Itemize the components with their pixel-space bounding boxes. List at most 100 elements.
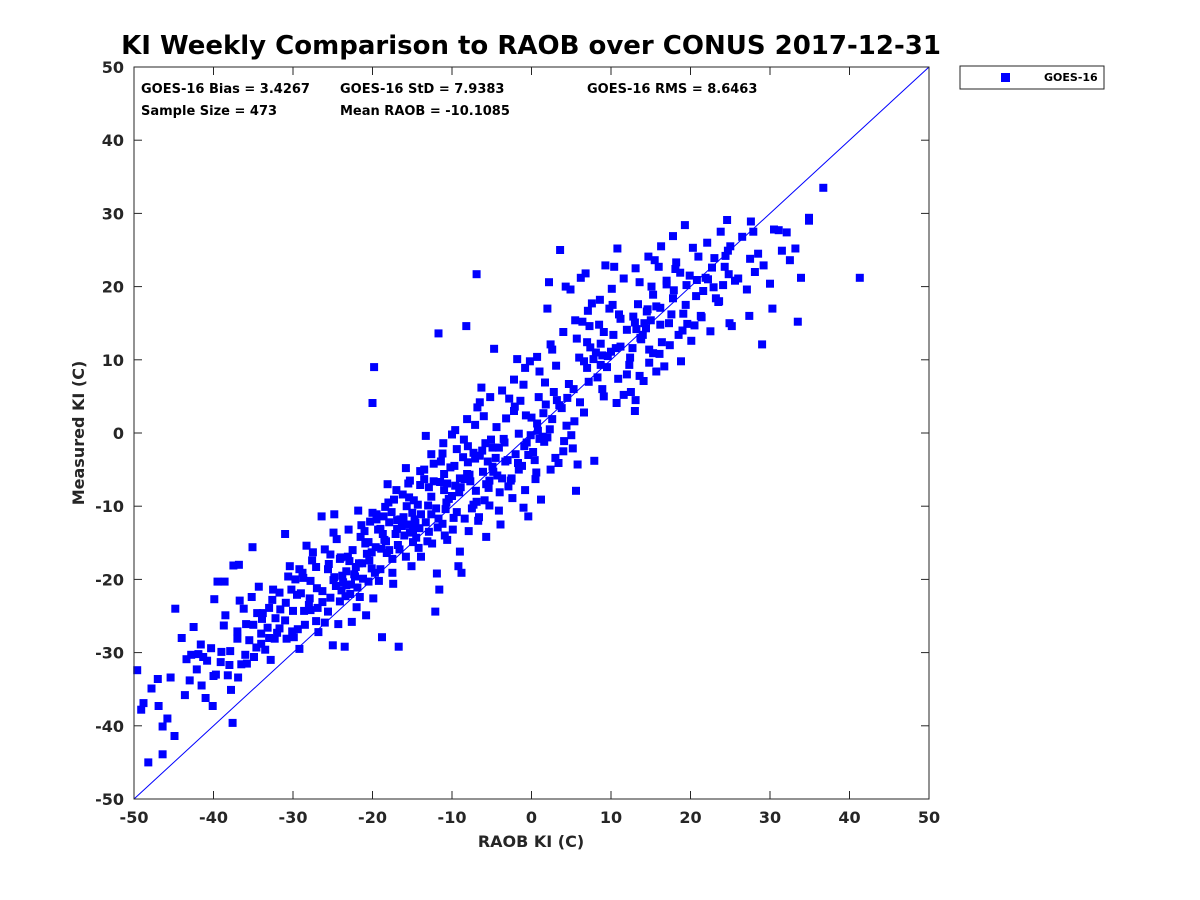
- data-point: [452, 508, 461, 517]
- data-point: [229, 561, 238, 570]
- data-point: [436, 457, 445, 466]
- data-point: [367, 548, 376, 557]
- data-point: [308, 556, 317, 565]
- data-point: [530, 456, 539, 465]
- data-point: [442, 498, 451, 507]
- data-point: [715, 297, 724, 306]
- data-point: [797, 273, 805, 282]
- data-point: [681, 300, 690, 309]
- data-point: [306, 576, 315, 585]
- data-point: [649, 349, 658, 358]
- x-tick-label: 0: [526, 808, 537, 827]
- data-point: [599, 392, 608, 401]
- data-point: [578, 317, 587, 326]
- data-point: [472, 270, 481, 279]
- data-point: [234, 673, 243, 682]
- data-point: [625, 360, 634, 369]
- data-point: [295, 565, 304, 574]
- data-point: [599, 328, 608, 336]
- data-point: [546, 340, 555, 349]
- data-point: [692, 292, 701, 301]
- data-point: [137, 705, 146, 714]
- data-point: [750, 268, 759, 276]
- data-point: [407, 562, 416, 571]
- data-point: [433, 523, 442, 532]
- data-point: [376, 565, 385, 574]
- data-point: [308, 548, 317, 557]
- data-point: [391, 530, 400, 538]
- data-point: [475, 451, 484, 460]
- data-point: [226, 647, 235, 656]
- data-point: [421, 431, 430, 440]
- data-point: [350, 570, 359, 579]
- data-point: [324, 565, 332, 574]
- data-point: [368, 508, 377, 517]
- data-point: [492, 423, 501, 432]
- data-point: [563, 393, 572, 402]
- data-point: [432, 569, 441, 578]
- data-point: [377, 544, 386, 553]
- data-point: [254, 582, 263, 591]
- data-point: [782, 228, 791, 237]
- data-point: [463, 415, 472, 424]
- stat-bias: GOES-16 Bias = 3.4267: [141, 82, 310, 97]
- data-point: [619, 390, 628, 399]
- data-point: [440, 531, 449, 540]
- y-tick-label: -50: [95, 790, 124, 809]
- data-point: [289, 606, 297, 615]
- data-point: [532, 468, 541, 477]
- data-point: [616, 314, 625, 323]
- data-point: [498, 386, 507, 395]
- y-tick-label: 30: [102, 204, 124, 223]
- data-point: [456, 483, 465, 492]
- data-point: [646, 316, 655, 325]
- data-point: [208, 702, 217, 710]
- data-point: [471, 420, 480, 429]
- data-point: [632, 325, 641, 334]
- data-point: [258, 609, 267, 618]
- data-point: [644, 252, 653, 261]
- data-point: [312, 563, 321, 571]
- data-point: [559, 328, 568, 336]
- x-axis: -50 -40 -30 -20 -10 0 10 20 30 40 50: [120, 67, 940, 827]
- data-point: [669, 294, 677, 303]
- data-point: [475, 513, 483, 522]
- data-point: [589, 355, 598, 364]
- data-point: [351, 563, 360, 571]
- data-point: [412, 533, 421, 542]
- data-point: [401, 464, 410, 473]
- data-point: [249, 620, 258, 629]
- data-point: [454, 562, 463, 571]
- data-point: [314, 628, 323, 637]
- data-point: [745, 311, 754, 320]
- data-point: [676, 268, 685, 277]
- data-point: [738, 232, 747, 241]
- data-point: [318, 598, 327, 607]
- data-point: [281, 598, 290, 607]
- data-point: [533, 419, 542, 428]
- data-point: [265, 603, 274, 612]
- data-point: [404, 479, 413, 488]
- data-point: [336, 553, 345, 562]
- data-point: [593, 373, 602, 382]
- data-point: [607, 347, 615, 356]
- data-point: [328, 641, 337, 650]
- data-point: [665, 319, 673, 328]
- data-point: [510, 407, 518, 415]
- data-point: [678, 326, 687, 335]
- data-point: [153, 675, 162, 683]
- data-point: [217, 647, 226, 656]
- data-point: [583, 306, 592, 315]
- data-point: [428, 539, 437, 548]
- data-point: [427, 510, 436, 519]
- data-point: [719, 281, 728, 290]
- data-point: [552, 396, 561, 405]
- data-point: [560, 437, 569, 446]
- data-point: [362, 611, 371, 620]
- data-point: [158, 722, 167, 731]
- data-point: [450, 461, 459, 470]
- data-point: [654, 262, 663, 271]
- data-point: [438, 449, 447, 458]
- data-point: [221, 611, 230, 620]
- data-point: [564, 380, 573, 388]
